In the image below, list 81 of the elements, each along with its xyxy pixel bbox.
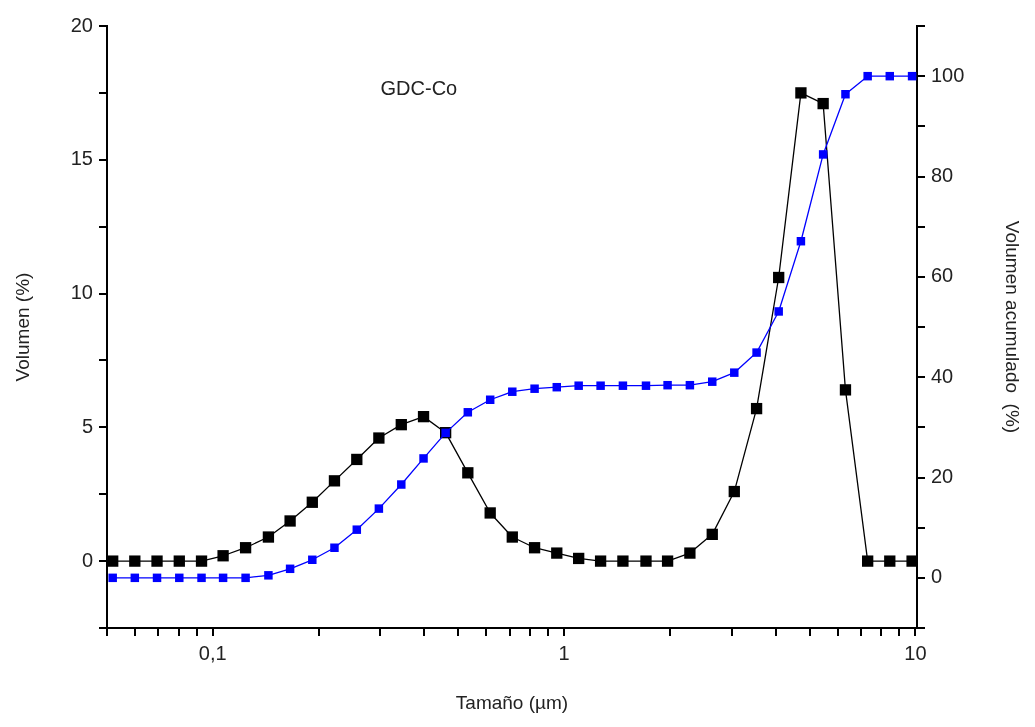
point: [241, 573, 250, 583]
point: [530, 384, 539, 393]
x-tick-label: 0,1: [198, 641, 227, 664]
y2-tick-label: 80: [931, 164, 954, 187]
y-tick-label: 15: [70, 147, 93, 170]
point: [508, 387, 517, 396]
point: [462, 467, 474, 479]
point: [108, 573, 117, 583]
point: [352, 525, 362, 534]
y2-tick-label: 40: [931, 364, 954, 387]
point: [617, 555, 629, 567]
point: [107, 555, 119, 567]
point: [640, 555, 652, 567]
point: [484, 507, 496, 519]
point: [284, 515, 296, 527]
point: [684, 547, 696, 559]
x-tick-label: 10: [904, 641, 927, 664]
point: [262, 531, 275, 543]
point: [618, 381, 628, 390]
point: [750, 402, 763, 415]
point: [239, 542, 252, 554]
point: [817, 97, 829, 110]
point: [573, 552, 585, 565]
y-tick-label: 10: [70, 281, 93, 304]
annotation: GDC-Co: [380, 76, 458, 99]
point: [328, 475, 341, 487]
point: [151, 555, 163, 567]
point: [195, 555, 208, 567]
x-tick-label: 1: [558, 641, 570, 664]
point: [217, 550, 229, 562]
point: [129, 555, 141, 567]
point: [197, 573, 206, 583]
y2-tick-label: 20: [931, 465, 954, 488]
y-tick-label: 0: [81, 548, 93, 571]
point: [594, 555, 607, 567]
point: [708, 377, 717, 386]
point: [264, 571, 273, 580]
point: [173, 555, 185, 567]
y-tick-label: 5: [81, 414, 93, 437]
point: [752, 348, 761, 357]
point: [485, 395, 495, 404]
y-axis-title: Volumen (%): [11, 272, 33, 382]
point: [728, 485, 740, 498]
point: [773, 271, 785, 284]
point: [306, 496, 318, 508]
y2-tick-label: 60: [931, 264, 954, 287]
point: [330, 543, 339, 552]
point: [663, 380, 672, 390]
point: [175, 573, 184, 583]
point: [774, 307, 783, 316]
point: [906, 555, 917, 567]
point: [661, 555, 674, 567]
point: [730, 368, 739, 377]
point: [395, 419, 407, 431]
point: [528, 542, 541, 554]
point: [419, 454, 428, 463]
point: [795, 87, 807, 99]
point: [374, 504, 384, 513]
point: [818, 150, 828, 159]
point: [596, 381, 605, 390]
point: [417, 410, 430, 423]
point: [506, 531, 518, 543]
point: [308, 555, 317, 565]
x-axis-title: Tamaño (µm): [455, 691, 569, 713]
y-tick-label: 20: [70, 13, 93, 36]
point: [839, 384, 852, 396]
y2-axis-title: Volumen acumulado (%): [1002, 220, 1024, 434]
y2-tick-label: 100: [931, 63, 965, 86]
point: [862, 555, 874, 567]
point: [351, 453, 363, 466]
point: [373, 432, 385, 444]
point: [641, 381, 651, 390]
point: [574, 381, 583, 390]
point: [551, 547, 563, 559]
point: [706, 528, 718, 541]
point: [884, 555, 896, 567]
y2-tick-label: 0: [931, 565, 943, 588]
point: [863, 71, 872, 81]
point: [463, 408, 473, 417]
point: [841, 89, 850, 99]
point: [397, 480, 406, 489]
